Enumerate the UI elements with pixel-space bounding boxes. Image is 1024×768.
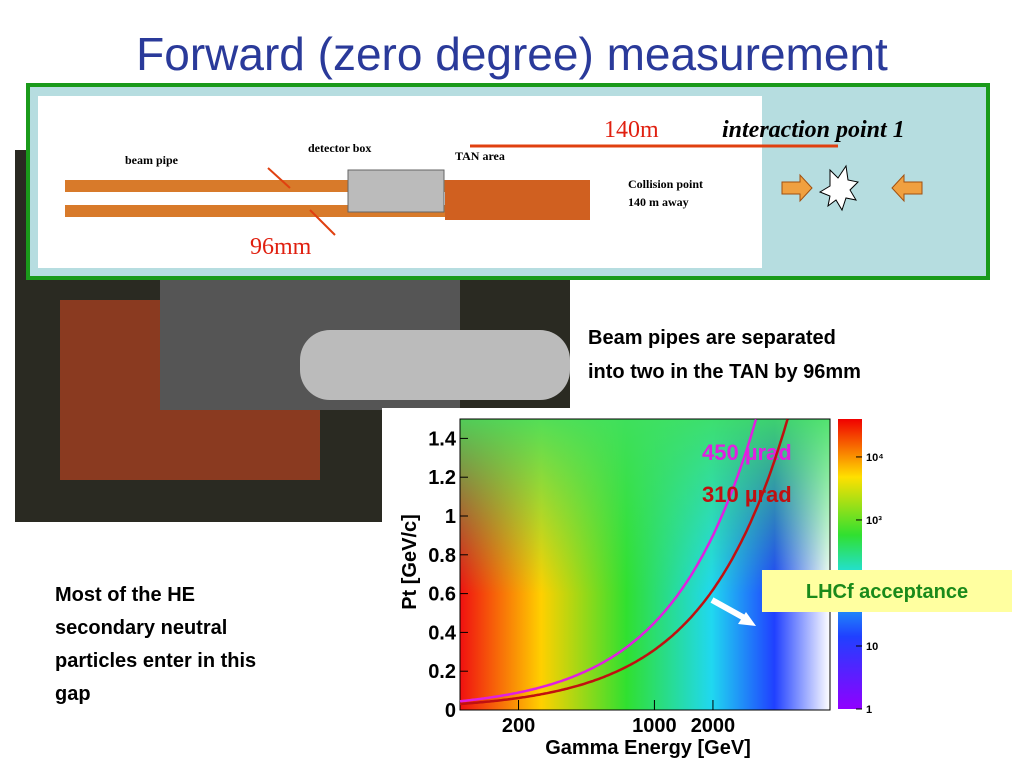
y-tick-label: 1.4 [428,428,457,450]
y-tick-label: 1 [445,506,456,528]
plot-frame [459,418,831,711]
acceptance-label: LHCf acceptance [806,581,968,603]
x-tick-label: 200 [502,715,535,737]
beam-arrow [891,173,923,203]
note: Most of the HE [55,584,195,606]
colorbar-tick-label: 10⁴ [866,452,884,464]
distance-label: 140m [604,117,659,143]
label: Collision point [628,177,703,191]
acceptance-arrow [710,597,750,623]
heatmap-shade [460,419,830,710]
x-tick-label: 2000 [691,715,736,737]
acceptance-curve [459,418,758,703]
slide-title: Forward (zero degree) measurement [136,28,888,80]
x-axis-label: Gamma Energy [GeV] [545,737,751,759]
beam-arrow [781,173,813,203]
label: detector box [308,141,371,155]
y-tick-label: 0 [445,700,456,722]
colorbar [838,419,862,709]
y-tick-label: 0.4 [428,622,457,644]
tan [445,180,590,220]
note: Beam pipes are separated [588,327,836,349]
y-tick-label: 0.8 [428,545,456,567]
collision-star [818,164,860,212]
y-tick-label: 0.2 [428,661,456,683]
pointer [309,209,336,236]
acceptance-box [762,570,1012,612]
ip-label: interaction point 1 [722,117,905,143]
label: beam pipe [125,153,179,167]
pointer [267,167,291,189]
photo-pipe [300,330,570,400]
y-axis-label: Pt [GeV/c] [399,514,421,610]
note: particles enter in this [55,650,256,672]
x-tick-label: 1000 [632,715,677,737]
colorbar-tick-label: 10³ [866,515,882,527]
curve-label: 310 µrad [702,482,792,507]
note: secondary neutral [55,617,227,639]
y-tick-label: 1.2 [428,467,456,489]
note: into two in the TAN by 96mm [588,361,861,383]
plot-marks: 0 0.2 0.4 0.6 0.8 1 1.2 1.4 200 1000 2000 1 10 10³ 10⁴… [428,418,884,737]
label: 140 m away [628,195,689,209]
colorbar-tick-label: 1 [866,704,872,716]
acceptance-curve [459,418,789,706]
label: TAN area [455,149,505,163]
note-bottom: Most of the HE secondary neutral particl… [55,584,256,705]
separation-label: 96mm [250,234,312,260]
colorbar-tick-label: 10 [866,641,878,653]
acceptance-arrowhead [738,612,756,626]
y-tick-label: 0.6 [428,584,456,606]
detector-box [347,169,445,213]
note: gap [55,683,91,705]
